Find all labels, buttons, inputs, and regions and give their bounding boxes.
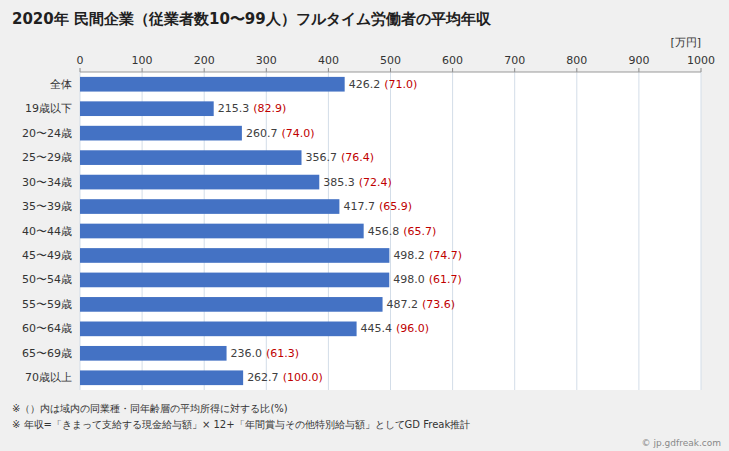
category-label: 60〜64歳	[22, 322, 72, 335]
category-label: 全体	[50, 78, 72, 91]
value-label: 385.3	[323, 176, 355, 189]
tick-label: 200	[194, 54, 215, 67]
bar	[80, 199, 339, 214]
grid-line	[576, 72, 577, 390]
value-label: 498.2	[393, 249, 425, 262]
chart: 2020年 民間企業（従業者数10〜99人）フルタイム労働者の平均年収 0 100 2…	[0, 0, 729, 451]
category-label: 20〜24歳	[22, 127, 72, 140]
footnote: ※（）内は域内の同業種・同年齢層の平均所得に対する比(%)	[12, 403, 288, 414]
tick-label: 500	[380, 54, 401, 67]
value-label: 498.0	[393, 273, 425, 286]
bars	[80, 77, 389, 385]
axis-line	[80, 72, 701, 73]
tick-label: 300	[256, 54, 277, 67]
axis-label: [万円]	[670, 36, 701, 49]
value-label: 417.7	[343, 200, 375, 213]
category-label: 35〜39歳	[22, 200, 72, 213]
bar	[80, 346, 227, 361]
percentage-label: (82.9)	[253, 102, 286, 115]
bar	[80, 101, 214, 116]
grid-line	[638, 72, 639, 390]
tick-mark	[514, 68, 515, 72]
bar	[80, 224, 364, 239]
grid-line	[452, 72, 453, 390]
percentage-label: (61.3)	[266, 347, 299, 360]
plot-area	[80, 72, 701, 390]
tick-mark	[576, 68, 577, 72]
tick-label: 0	[77, 54, 84, 67]
value-label: 260.7	[246, 127, 278, 140]
percentage-label: (74.0)	[281, 127, 314, 140]
category-label: 45〜49歳	[22, 249, 72, 262]
bar	[80, 322, 357, 337]
percentage-label: (61.7)	[429, 273, 462, 286]
category-label: 25〜29歳	[22, 151, 72, 164]
tick-mark	[204, 68, 205, 72]
grid-line	[701, 72, 702, 390]
category-label: 30〜34歳	[22, 176, 72, 189]
tick-label: 1000	[687, 54, 715, 67]
tick-mark	[266, 68, 267, 72]
category-label: 50〜54歳	[22, 273, 72, 286]
bar	[80, 77, 345, 92]
category-label: 40〜44歳	[22, 225, 72, 238]
grid-line	[514, 72, 515, 390]
category-label: 55〜59歳	[22, 298, 72, 311]
category-label: 70歳以上	[25, 371, 72, 384]
tick-mark	[328, 68, 329, 72]
footnote: ※ 年収=「きまって支給する現金給与額」× 12+「年間賞与その他特別給与額」と…	[12, 419, 470, 430]
bar	[80, 273, 389, 288]
percentage-label: (73.6)	[422, 298, 455, 311]
bar	[80, 150, 302, 165]
tick-mark	[701, 68, 702, 72]
percentage-label: (96.0)	[396, 322, 429, 335]
tick-mark	[452, 68, 453, 72]
value-label: 456.8	[368, 225, 400, 238]
bar	[80, 370, 243, 385]
value-label: 356.7	[306, 151, 338, 164]
tick-mark	[390, 68, 391, 72]
value-label: 426.2	[349, 78, 381, 91]
background	[0, 0, 729, 451]
value-label: 236.0	[231, 347, 263, 360]
percentage-label: (65.9)	[379, 200, 412, 213]
value-label: 215.3	[218, 102, 250, 115]
value-label: 487.2	[387, 298, 419, 311]
category-label: 65〜69歳	[22, 347, 72, 360]
percentage-label: (100.0)	[283, 371, 323, 384]
tick-label: 700	[504, 54, 525, 67]
tick-label: 600	[442, 54, 463, 67]
percentage-label: (71.0)	[384, 78, 417, 91]
bar	[80, 248, 389, 263]
tick-mark	[142, 68, 143, 72]
value-label: 445.4	[361, 322, 393, 335]
percentage-label: (76.4)	[341, 151, 374, 164]
tick-label: 400	[318, 54, 339, 67]
tick-label: 800	[566, 54, 587, 67]
bar	[80, 175, 319, 190]
percentage-label: (74.7)	[429, 249, 462, 262]
category-label: 19歳以下	[25, 102, 72, 115]
tick-mark	[638, 68, 639, 72]
tick-label: 100	[132, 54, 153, 67]
labels: 全体 426.2(71.0) 19歳以下 215.3(82.9) 20〜24歳 260.7…	[22, 78, 462, 385]
bar	[80, 297, 383, 312]
value-label: 262.7	[247, 371, 279, 384]
title: 2020年 民間企業（従業者数10〜99人）フルタイム労働者の平均年収	[12, 10, 492, 28]
tick-mark	[80, 68, 81, 72]
percentage-label: (65.7)	[403, 225, 436, 238]
bar	[80, 126, 242, 141]
watermark: © jp.gdfreak.com	[642, 438, 721, 448]
tick-label: 900	[628, 54, 649, 67]
percentage-label: (72.4)	[359, 176, 392, 189]
